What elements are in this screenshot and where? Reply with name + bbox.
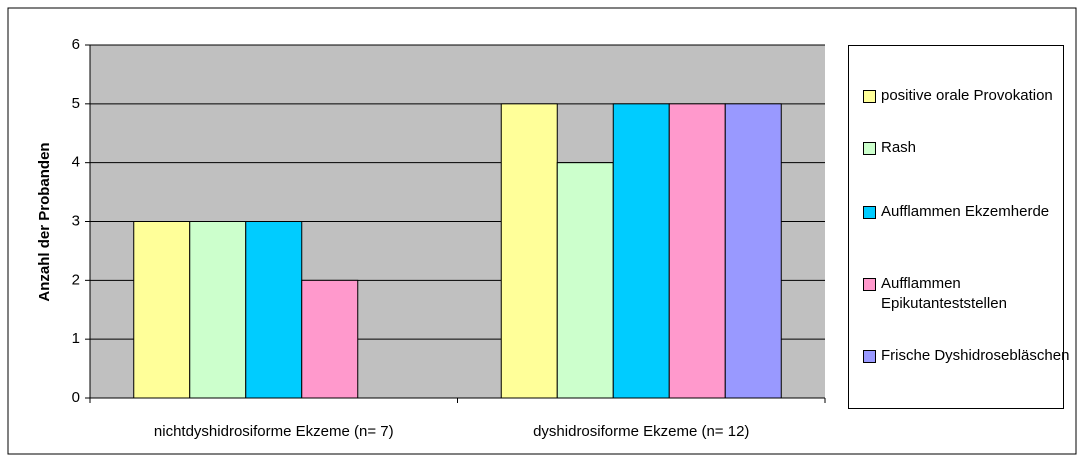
bar — [612, 103, 670, 399]
legend-swatch — [863, 90, 876, 103]
legend-item: Frische Dyshidrosebläschen — [863, 346, 1077, 366]
legend-item: Aufflammen Epikutanteststellen — [863, 274, 1077, 314]
y-tick-label: 0 — [72, 389, 80, 406]
bar — [500, 103, 558, 399]
y-axis-label: Anzahl der Probanden — [36, 142, 53, 301]
bar — [724, 103, 782, 399]
legend-label: Frische Dyshidrosebläschen — [881, 347, 1070, 364]
y-tick-label: 6 — [72, 36, 80, 53]
bar — [189, 221, 247, 399]
legend-item: positive orale Provokation — [863, 86, 1077, 106]
y-tick-label: 1 — [72, 330, 80, 347]
bar — [133, 221, 191, 399]
y-tick-label: 5 — [72, 95, 80, 112]
legend-label: Rash — [881, 139, 917, 156]
legend-label: positive orale Provokation — [881, 87, 1053, 104]
y-tick-label: 2 — [72, 271, 80, 288]
legend-label: Aufflammen Ekzemherde — [881, 203, 1050, 220]
legend-swatch — [863, 142, 876, 155]
chart-border — [7, 7, 1077, 455]
bar — [668, 103, 726, 399]
legend-item: Rash — [863, 138, 1077, 158]
bar — [245, 221, 303, 399]
legend-swatch — [863, 350, 876, 363]
bar — [556, 162, 614, 399]
y-tick-label: 4 — [72, 154, 80, 171]
legend: positive orale Provokation Rash Aufflammen… — [848, 45, 1069, 409]
y-tick-label: 3 — [72, 212, 80, 229]
legend-label: Aufflammen Epikutanteststellen — [881, 275, 1007, 312]
legend-swatch — [863, 278, 876, 291]
x-tick-label: nichtdyshidrosiforme Ekzeme (n= 7) — [154, 423, 394, 440]
legend-swatch — [863, 206, 876, 219]
x-tick-label: dyshidrosiforme Ekzeme (n= 12) — [533, 423, 749, 440]
bar — [301, 279, 359, 399]
legend-item: Aufflammen Ekzemherde — [863, 202, 1077, 222]
